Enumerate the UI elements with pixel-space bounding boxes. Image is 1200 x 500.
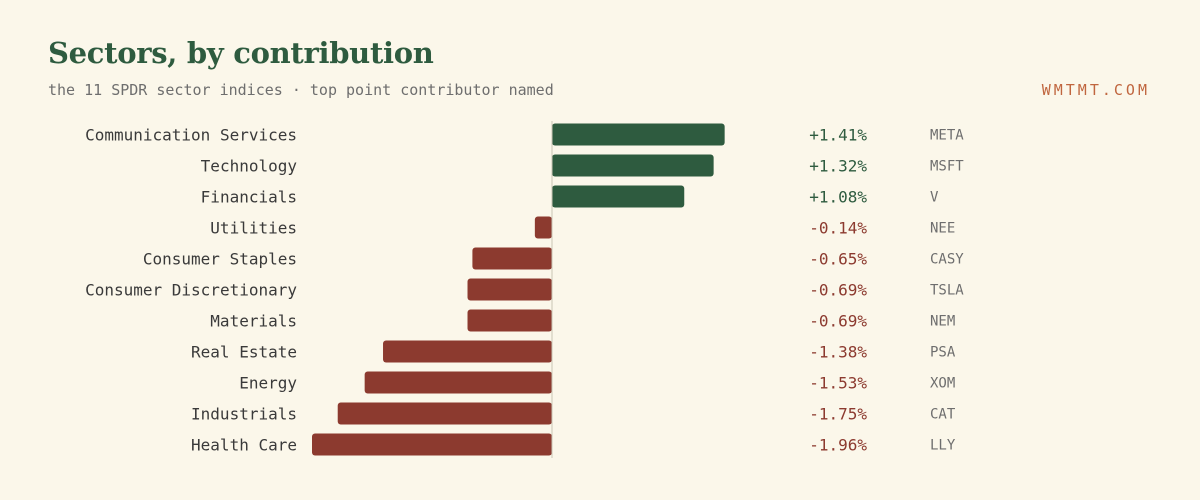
top-contributor-ticker: CASY <box>930 252 964 268</box>
top-contributor-ticker: PSA <box>930 345 956 361</box>
sector-bar <box>472 247 552 270</box>
top-contributor-ticker: XOM <box>930 376 955 392</box>
top-contributor-ticker: NEM <box>930 314 955 330</box>
sector-bar <box>312 433 552 456</box>
sector-value-label: -1.53% <box>809 374 867 393</box>
sector-label: Consumer Discretionary <box>85 281 297 300</box>
sector-value-label: +1.08% <box>809 188 867 207</box>
top-contributor-ticker: CAT <box>930 407 956 423</box>
sector-label: Technology <box>201 157 298 176</box>
top-contributor-ticker: TSLA <box>930 283 964 299</box>
sector-value-label: -1.38% <box>809 343 867 362</box>
sector-value-label: -0.65% <box>809 250 867 269</box>
sector-label: Utilities <box>210 219 297 238</box>
sector-value-label: +1.32% <box>809 157 867 176</box>
top-contributor-ticker: META <box>930 128 964 144</box>
sector-bar <box>467 278 552 301</box>
sector-label: Health Care <box>191 436 297 455</box>
sector-bar <box>552 154 714 177</box>
sector-bar <box>467 309 552 332</box>
brand-label: WMTMT.COM <box>1041 81 1150 99</box>
sector-value-label: -0.69% <box>809 281 867 300</box>
sector-value-label: -0.14% <box>809 219 867 238</box>
sector-value-label: -0.69% <box>809 312 867 331</box>
top-contributor-ticker: NEE <box>930 221 955 237</box>
sector-bar <box>534 216 552 239</box>
sector-label: Materials <box>210 312 297 331</box>
sector-label: Consumer Staples <box>143 250 297 269</box>
sector-label: Energy <box>239 374 297 393</box>
sector-value-label: -1.75% <box>809 405 867 424</box>
sector-bar <box>364 371 552 394</box>
sector-bar <box>552 185 685 208</box>
chart-title: Sectors, by contribution <box>48 36 434 70</box>
sector-bar <box>337 402 552 425</box>
top-contributor-ticker: MSFT <box>930 159 964 175</box>
top-contributor-ticker: V <box>930 190 939 206</box>
sector-bar <box>552 123 725 146</box>
sector-label: Financials <box>201 188 297 207</box>
sector-label: Communication Services <box>85 126 297 145</box>
sector-label: Real Estate <box>191 343 297 362</box>
top-contributor-ticker: LLY <box>930 438 956 454</box>
sector-bar <box>383 340 552 363</box>
sector-label: Industrials <box>191 405 297 424</box>
sector-value-label: +1.41% <box>809 126 867 145</box>
sector-value-label: -1.96% <box>809 436 867 455</box>
chart-subtitle: the 11 SPDR sector indices · top point c… <box>48 81 554 99</box>
